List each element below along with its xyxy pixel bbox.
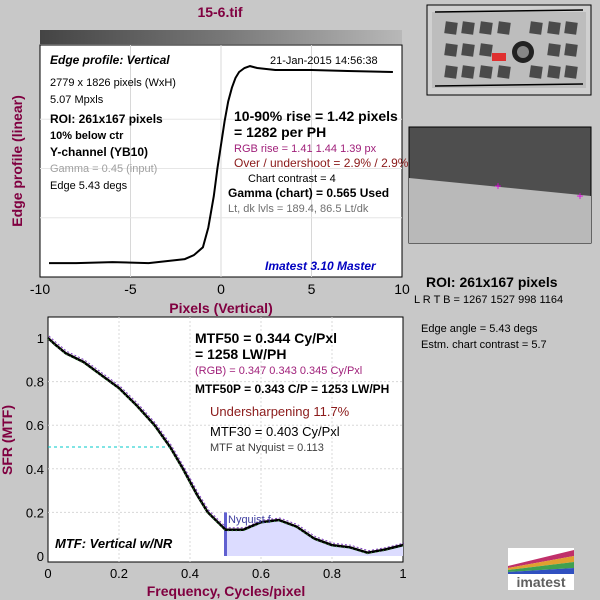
edge-angle-text: Edge 5.43 degs (50, 180, 128, 192)
roi-crop-image: + + (408, 126, 592, 244)
edge-title: Edge profile: Vertical (50, 53, 170, 67)
mtf-rgb-text: (RGB) = 0.347 0.343 0.345 Cy/Pxl (195, 365, 362, 377)
mtf-y-tick-label: 0.2 (26, 505, 44, 520)
mtf-x-tick-label: 0.8 (323, 566, 341, 581)
roi-lrtb: L R T B = 1267 1527 998 1164 (414, 294, 564, 306)
edge-x-ticks: -10 -5 0 5 10 (30, 281, 410, 297)
svg-text:+: + (494, 179, 501, 193)
edge-roi: ROI: 261x167 pixels (50, 112, 163, 126)
mtf-x-tick-label: 0.2 (110, 566, 128, 581)
mtf-x-tick-label: 1 (399, 566, 406, 581)
mtf-y-tick-label: 0.8 (26, 375, 44, 390)
mtf50p-text: MTF50P = 0.343 C/P = 1253 LW/PH (195, 382, 389, 396)
mtf-xlabel: Frequency, Cycles/pixel (147, 583, 305, 599)
edge-x-tick-label: 10 (394, 281, 410, 297)
roi-title: ROI: 261x167 pixels (426, 274, 558, 290)
nyquist-label: Nyquist f (228, 514, 272, 526)
logo-text: imatest (516, 574, 565, 590)
overshoot-text: Over / undershoot = 2.9% / 2.9% (234, 156, 409, 170)
imatest-logo: imatest (508, 548, 574, 590)
gamma-input: Gamma = 0.45 (input) (50, 163, 157, 175)
edge-x-tick-label: -10 (30, 281, 50, 297)
nyquist-mtf-text: MTF at Nyquist = 0.113 (210, 442, 324, 454)
edge-gradient-strip (40, 30, 402, 44)
image-size: 2779 x 1826 pixels (WxH) (50, 77, 176, 89)
mtf-rgb-curve (48, 335, 405, 552)
mtf50-text: MTF50 = 0.344 Cy/Pxl (195, 330, 337, 346)
megapixels: 5.07 Mpxls (50, 94, 104, 106)
chart-contrast-text: Chart contrast = 4 (248, 173, 336, 185)
version-text: Imatest 3.10 Master (265, 259, 377, 273)
edge-xlabel: Pixels (Vertical) (169, 300, 273, 316)
levels-text: Lt, dk lvls = 189.4, 86.5 Lt/dk (228, 203, 369, 215)
edge-x-tick-label: -5 (124, 281, 137, 297)
mtf-green-dots (47, 338, 404, 555)
edge-region: 10% below ctr (50, 130, 124, 142)
mtf-x-tick-label: 0.6 (252, 566, 270, 581)
undersharpening-text: Undersharpening 11.7% (210, 404, 350, 419)
roi-edge-angle: Edge angle = 5.43 degs (421, 323, 538, 335)
edge-channel: Y-channel (YB10) (50, 145, 148, 159)
mtf-x-ticks: 0 0.2 0.4 0.6 0.8 1 (44, 566, 406, 581)
rgb-rise-text: RGB rise = 1.41 1.44 1.39 px (234, 143, 377, 155)
chart-thumbnail (426, 4, 592, 96)
file-title: 15-6.tif (197, 4, 243, 20)
edge-ylabel: Edge profile (linear) (9, 95, 25, 226)
edge-x-tick-label: 0 (217, 281, 225, 297)
mtf-y-ticks: 0 0.2 0.4 0.6 0.8 1 (26, 331, 44, 564)
lwph-text: = 1258 LW/PH (195, 346, 286, 362)
above-nyquist-fill (225, 520, 403, 556)
mtf-x-tick-label: 0.4 (181, 566, 199, 581)
svg-text:+: + (576, 189, 583, 203)
per-ph-text: = 1282 per PH (234, 124, 326, 140)
mtf-y-tick-label: 0.6 (26, 418, 44, 433)
edge-grid (40, 45, 402, 277)
mtf-x-tick-label: 0 (44, 566, 51, 581)
mtf-plot-label: MTF: Vertical w/NR (55, 536, 173, 551)
mtf-y-tick-label: 0 (37, 549, 44, 564)
mtf-ylabel: SFR (MTF) (0, 405, 15, 475)
mtf-y-tick-label: 1 (37, 331, 44, 346)
roi-chart-contrast: Estm. chart contrast = 5.7 (421, 339, 547, 351)
mtf-y-tick-label: 0.4 (26, 462, 44, 477)
gamma-chart-text: Gamma (chart) = 0.565 Used (228, 186, 389, 200)
edge-timestamp: 21-Jan-2015 14:56:38 (270, 55, 378, 67)
edge-profile-line (49, 65, 393, 265)
mtf30-text: MTF30 = 0.403 Cy/Pxl (210, 424, 340, 439)
mtf-curve (47, 337, 404, 554)
edge-x-tick-label: 5 (308, 281, 316, 297)
rise-text: 10-90% rise = 1.42 pixels (234, 108, 398, 124)
